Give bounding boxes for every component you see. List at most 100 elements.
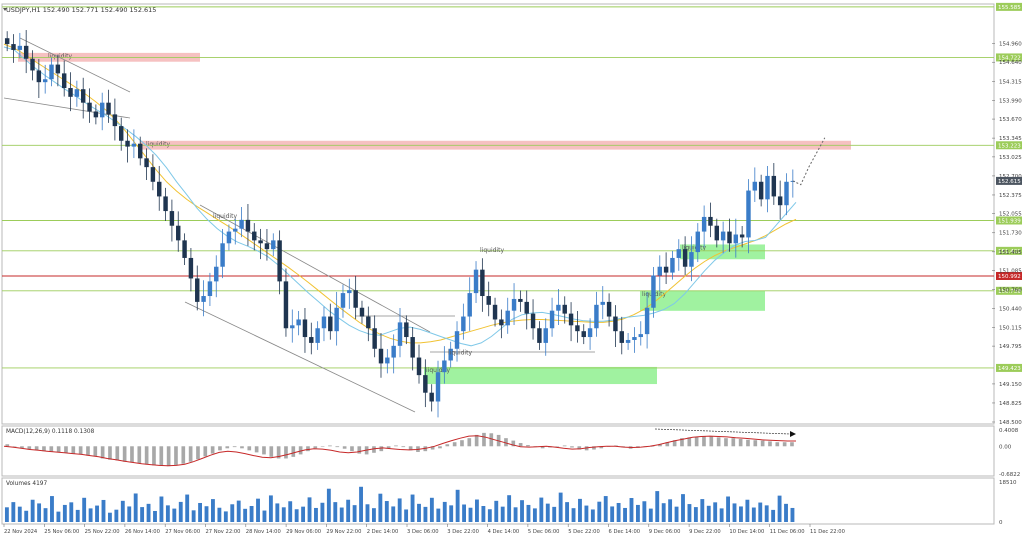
macd-histogram-bar <box>232 446 237 448</box>
volume-bar <box>681 494 685 522</box>
volume-bar <box>191 510 196 522</box>
volume-bar <box>590 509 595 522</box>
volume-bar <box>352 505 357 522</box>
candle-body <box>271 240 276 250</box>
candle-body <box>220 243 225 267</box>
candle-body <box>309 337 314 343</box>
macd-histogram-bar <box>93 446 98 457</box>
candle-body <box>195 278 200 302</box>
volume-bar <box>178 501 183 522</box>
horizontal-levels: 155.585 154.722 153.223 151.939 151.421 150.9… <box>2 2 1022 372</box>
volume-bar <box>288 501 293 522</box>
volume-bar <box>243 508 248 522</box>
macd-histogram-bar <box>320 446 325 447</box>
candle-body <box>169 211 175 226</box>
volume-bar <box>211 499 215 522</box>
macd-histogram-bar <box>430 446 435 450</box>
candle-body <box>644 307 650 335</box>
macd-histogram-bar <box>342 446 347 449</box>
macd-indicator: MACD(12,26,9) 0.1118 0.1308 0.4008 0.00 -0.… <box>3 428 1020 478</box>
macd-histogram-bar <box>196 446 200 460</box>
volume-tick-label: 0 <box>999 520 1003 526</box>
volume-bar <box>127 506 132 522</box>
macd-histogram-bar <box>702 436 706 447</box>
volume-bar <box>520 500 524 522</box>
candle-body <box>448 348 453 361</box>
macd-histogram-bar <box>64 446 68 453</box>
candle-body <box>283 281 289 329</box>
candle-body <box>556 304 561 311</box>
volume-bar <box>603 496 608 522</box>
macd-histogram-bar <box>115 446 120 461</box>
forecast-path <box>792 137 826 186</box>
price-tick-label: 153.670 <box>999 117 1022 123</box>
candle-body <box>42 79 48 83</box>
volume-bar <box>558 492 563 522</box>
macd-histogram-bar <box>577 446 582 450</box>
candle-body <box>746 190 751 238</box>
candle-body <box>4 38 10 45</box>
macd-histogram-bar <box>650 446 655 447</box>
candle-body <box>524 301 529 314</box>
volume-bar <box>294 509 299 522</box>
candle-body <box>366 316 371 329</box>
candle-body <box>11 44 16 50</box>
candle-body <box>416 357 422 376</box>
time-tick-label: 3 Dec 06:00 <box>407 529 439 535</box>
volume-bar <box>133 493 138 522</box>
level-price-tag <box>996 53 1022 62</box>
candle-body <box>657 266 662 276</box>
volume-title: Volumes 4197 <box>6 481 47 487</box>
candle-body <box>214 266 219 282</box>
candle-body <box>720 231 726 241</box>
candle-body <box>486 296 491 305</box>
macd-panel[interactable] <box>1 425 995 477</box>
price-tick-label: 149.150 <box>999 382 1022 388</box>
level-price-tag <box>996 286 1022 295</box>
macd-histogram-bar <box>467 438 472 447</box>
volume-panel[interactable] <box>1 477 995 525</box>
candle-body <box>397 322 403 346</box>
price-tick-label: 153.345 <box>999 136 1022 142</box>
candle-body <box>682 249 688 267</box>
candle-body <box>480 269 485 297</box>
candle-body <box>632 337 637 340</box>
macd-histogram-bar <box>379 446 384 452</box>
macd-histogram-bar <box>518 443 523 447</box>
volume-bar <box>507 495 512 522</box>
candle-body <box>391 345 396 358</box>
level-price-label: 150.739 <box>998 289 1021 295</box>
candle-body <box>131 143 137 147</box>
volume-bar <box>635 504 640 522</box>
macd-histogram-bar <box>599 446 604 449</box>
channel-top-line <box>3 97 131 119</box>
macd-histogram-bar <box>570 446 574 448</box>
symbol-menu-icon[interactable] <box>3 8 7 11</box>
volume-bar <box>24 510 29 522</box>
price-tick-label: 153.025 <box>999 155 1022 161</box>
level-price-label: 151.939 <box>998 219 1021 225</box>
candle-body <box>499 319 504 326</box>
price-tick-label: 150.115 <box>999 325 1022 331</box>
macd-histogram-bar <box>20 446 24 449</box>
price-tick-label: 152.055 <box>999 212 1022 218</box>
candle-body <box>182 240 187 258</box>
volume-bar <box>4 507 9 522</box>
macd-histogram-bar <box>166 446 171 467</box>
macd-histogram-bar <box>504 438 508 447</box>
volume-bar <box>739 506 743 522</box>
candle-body <box>587 328 593 338</box>
macd-tick-label: 0.00 <box>999 444 1012 450</box>
macd-histogram-bar <box>247 446 252 451</box>
volume-bar <box>442 501 447 522</box>
macd-histogram-bar <box>665 442 670 447</box>
macd-histogram-bar <box>790 442 794 447</box>
price-candles <box>4 30 796 418</box>
macd-histogram-bar <box>100 446 105 459</box>
volume-bar <box>513 507 518 522</box>
price-tick-label: 151.405 <box>999 250 1022 256</box>
candle-body <box>233 228 238 232</box>
macd-histogram-bar <box>27 446 32 450</box>
